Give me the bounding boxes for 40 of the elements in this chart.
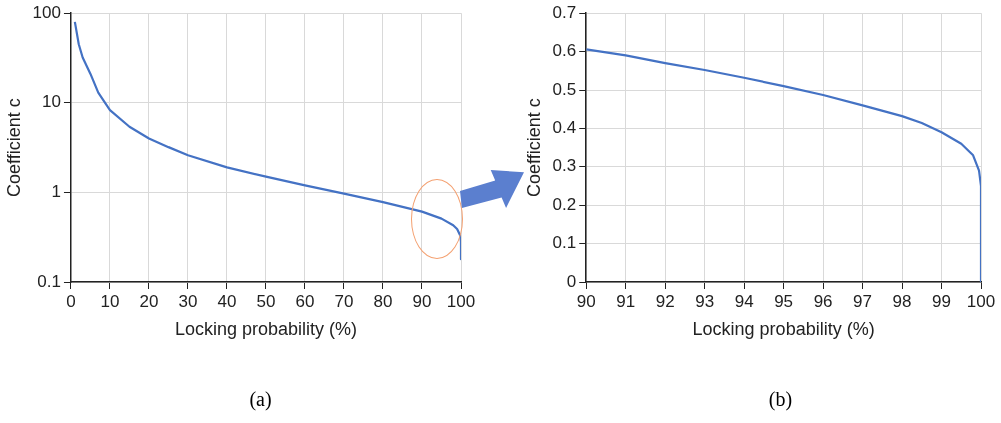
y-tick-label: 0.4 [552, 118, 577, 138]
x-tick-label: 20 [139, 291, 159, 311]
text: (b) [767, 388, 794, 411]
x-tick-label: 91 [616, 291, 636, 311]
x-axis-title: Locking probability (%) [692, 319, 875, 340]
x-tick-label: 96 [813, 291, 833, 311]
x-tick-label: 100 [966, 291, 996, 311]
y-tick-label: 0.1 [37, 271, 61, 291]
x-tick-label: 80 [373, 291, 393, 311]
text: (a) [248, 388, 273, 411]
x-tick-label: 50 [256, 291, 276, 311]
x-tick-label: 92 [655, 291, 675, 311]
x-tick-label: 40 [217, 291, 237, 311]
y-axis-title: Coefficient c [523, 98, 544, 197]
x-tick-label: 93 [695, 291, 715, 311]
x-tick-label: 99 [932, 291, 951, 311]
y-tick-label: 0.1 [552, 233, 577, 253]
y-tick-label: 100 [32, 2, 61, 22]
x-tick-label: 70 [334, 291, 354, 311]
y-tick-label: 0.7 [552, 2, 577, 22]
x-tick-label: 10 [100, 291, 120, 311]
y-tick-label: 1 [51, 182, 61, 202]
x-tick-label: 90 [576, 291, 596, 311]
x-tick-label: 60 [295, 291, 315, 311]
x-tick-label: 30 [178, 291, 198, 311]
x-tick-label: 97 [853, 291, 873, 311]
y-axis-title: Coefficient c [3, 98, 24, 197]
x-axis-title: Locking probability (%) [174, 319, 358, 340]
y-tick-label: 10 [42, 92, 61, 112]
y-tick-label: 0.3 [552, 156, 577, 176]
x-tick-label: 94 [734, 291, 754, 311]
y-tick-label: 0 [566, 271, 577, 291]
x-tick-label: 0 [66, 291, 76, 311]
x-tick-label: 98 [892, 291, 912, 311]
x-tick-label: 95 [774, 291, 794, 311]
x-tick-label: 90 [412, 291, 432, 311]
y-tick-label: 0.2 [552, 194, 577, 214]
x-tick-label: 100 [446, 291, 476, 311]
y-tick-label: 0.6 [552, 41, 577, 61]
y-tick-label: 0.5 [552, 79, 577, 99]
